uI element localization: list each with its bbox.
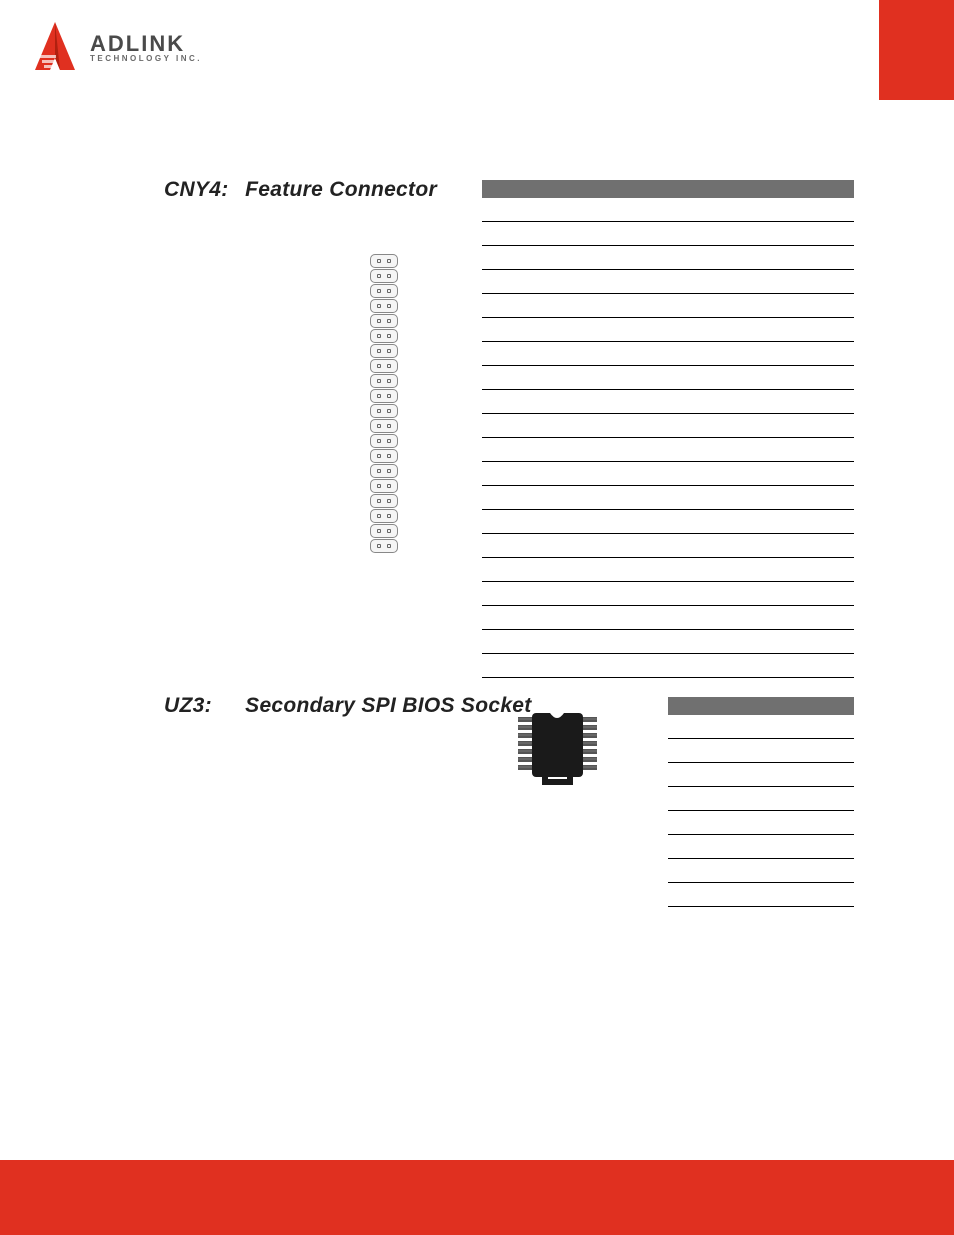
table-row (482, 558, 854, 582)
pin-row (370, 389, 398, 403)
cny4-pinout-table (482, 180, 854, 678)
table-row (668, 763, 854, 787)
pin-row (370, 344, 398, 358)
pin-row (370, 449, 398, 463)
table-row (482, 510, 854, 534)
table-row (482, 486, 854, 510)
logo-sub-text: TECHNOLOGY INC. (90, 55, 202, 63)
pin-row (370, 434, 398, 448)
section2-title: Secondary SPI BIOS Socket (245, 694, 531, 718)
table-row (668, 883, 854, 907)
pin-row (370, 374, 398, 388)
table-row (668, 859, 854, 883)
pin-row (370, 254, 398, 268)
table-row (482, 462, 854, 486)
table-row (482, 198, 854, 222)
table-row (668, 811, 854, 835)
table-header-bar (482, 180, 854, 198)
top-red-tab (879, 0, 954, 100)
pin-row (370, 419, 398, 433)
pin-row (370, 359, 398, 373)
table-row (482, 390, 854, 414)
pin-row (370, 284, 398, 298)
section2-label: UZ3: (164, 694, 239, 718)
pin-row (370, 509, 398, 523)
table-row (482, 438, 854, 462)
adlink-logo-icon (30, 20, 80, 75)
section1-title: Feature Connector (245, 178, 437, 202)
table-row (668, 787, 854, 811)
table-row (482, 534, 854, 558)
table-row (482, 294, 854, 318)
cny4-connector-diagram (370, 253, 398, 554)
spi-chip-diagram (510, 705, 605, 785)
table-row (668, 715, 854, 739)
header-logo: ADLINK TECHNOLOGY INC. (30, 20, 202, 75)
pin-row (370, 314, 398, 328)
bottom-red-bar (0, 1160, 954, 1235)
pin-row (370, 479, 398, 493)
pin-row (370, 494, 398, 508)
table-row (482, 318, 854, 342)
table-row (482, 654, 854, 678)
pin-row (370, 269, 398, 283)
section1-heading: CNY4: Feature Connector (164, 178, 437, 202)
pin-row (370, 329, 398, 343)
pin-row (370, 539, 398, 553)
table-row (482, 582, 854, 606)
table-row (482, 222, 854, 246)
section2-heading: UZ3: Secondary SPI BIOS Socket (164, 694, 532, 718)
table-header-bar (668, 697, 854, 715)
table-row (482, 246, 854, 270)
pin-row (370, 464, 398, 478)
table-row (668, 739, 854, 763)
table-row (482, 606, 854, 630)
uz3-pinout-table (668, 697, 854, 907)
section1-label: CNY4: (164, 178, 239, 202)
pin-row (370, 299, 398, 313)
table-row (482, 414, 854, 438)
pin-row (370, 524, 398, 538)
table-row (482, 366, 854, 390)
logo-main-text: ADLINK (90, 33, 202, 55)
table-row (482, 342, 854, 366)
table-row (482, 270, 854, 294)
pin-row (370, 404, 398, 418)
table-row (668, 835, 854, 859)
table-row (482, 630, 854, 654)
